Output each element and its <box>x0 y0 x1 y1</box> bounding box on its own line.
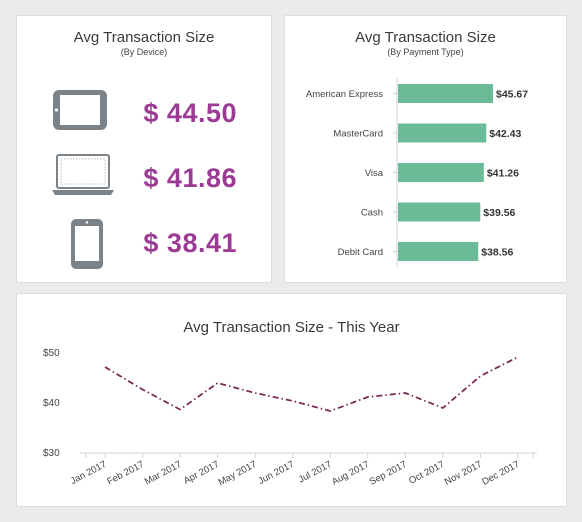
x-tick-label: Dec 2017 <box>480 459 521 488</box>
bar-value-label: $41.26 <box>487 168 519 180</box>
bar-value-label: $42.43 <box>489 128 521 140</box>
x-tick-label: Feb 2017 <box>105 459 146 488</box>
payment-bar-chart: American Express $45.67 MasterCard $42.43 Vi… <box>306 78 528 267</box>
x-tick-label: Nov 2017 <box>443 459 484 488</box>
device-panel: Avg Transaction Size (By Device) $ 44.50… <box>17 16 271 282</box>
bar-category-label: American Express <box>306 89 383 100</box>
tablet-icon <box>53 90 107 130</box>
payment-panel-subtitle: (By Payment Type) <box>387 47 464 57</box>
x-tick-label: Aug 2017 <box>330 459 371 488</box>
bar <box>398 84 493 103</box>
x-tick-label: Jun 2017 <box>256 459 296 487</box>
device-value-smartphone: $ 38.41 <box>143 228 237 258</box>
x-tick-label: May 2017 <box>217 459 259 488</box>
x-tick-label: Apr 2017 <box>182 459 221 487</box>
bar-category-label: MasterCard <box>333 129 383 140</box>
x-tick-label: Jul 2017 <box>297 459 334 486</box>
bar <box>398 202 481 222</box>
y-tick-label: $30 <box>43 448 60 459</box>
bar-category-label: Debit Card <box>338 247 383 258</box>
x-tick-label: Jan 2017 <box>69 459 109 487</box>
y-tick-label: $50 <box>43 348 60 359</box>
device-panel-title: Avg Transaction Size <box>73 29 215 46</box>
device-row-smartphone: $ 38.41 <box>17 218 271 274</box>
bar-value-label: $45.67 <box>496 89 528 101</box>
x-tick-label: Mar 2017 <box>143 459 184 488</box>
bar-category-label: Cash <box>361 208 383 219</box>
payment-panel-title: Avg Transaction Size <box>355 29 496 46</box>
bar-category-label: Visa <box>365 168 384 179</box>
y-tick-label: $40 <box>43 398 60 409</box>
laptop-icon <box>52 154 114 195</box>
line-panel-title: Avg Transaction Size - This Year <box>183 319 400 336</box>
bar <box>398 163 484 182</box>
bar-value-label: $39.56 <box>483 207 515 219</box>
smartphone-icon <box>71 219 103 269</box>
device-row-laptop: $ 41.86 <box>17 153 271 209</box>
device-panel-subtitle: (By Device) <box>120 47 168 57</box>
device-value-tablet: $ 44.50 <box>143 98 237 128</box>
bar <box>398 242 479 261</box>
device-value-laptop: $ 41.86 <box>143 163 237 193</box>
x-tick-label: Sep 2017 <box>368 459 409 488</box>
payment-panel: Avg Transaction Size (By Payment Type) A… <box>285 16 566 282</box>
device-row-tablet: $ 44.50 <box>17 88 271 144</box>
line-panel: Avg Transaction Size - This Year $50 $40 $… <box>17 294 566 506</box>
bar <box>398 123 487 143</box>
bar-value-label: $38.56 <box>481 247 513 259</box>
x-tick-label: Oct 2017 <box>407 459 446 487</box>
series-line <box>104 356 519 412</box>
